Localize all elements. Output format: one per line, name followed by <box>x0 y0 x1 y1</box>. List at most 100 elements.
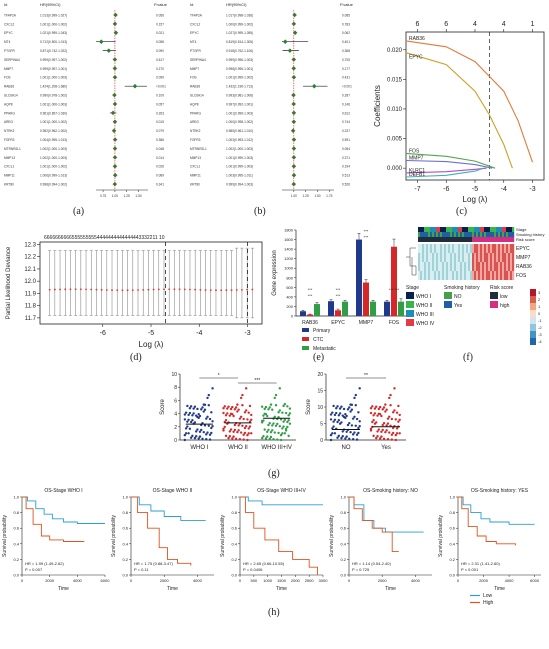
heatmap-cell <box>486 271 489 280</box>
heatmap-cell <box>444 262 447 271</box>
cv-mean-point <box>178 288 181 291</box>
heatmap-cell <box>426 244 429 253</box>
data-point <box>183 418 187 421</box>
survival-curves: OS-Stage WHO I 0.0 0.2 0.4 0.6 0.8 1.0 0 2000 400… <box>2 488 541 606</box>
data-point <box>248 420 252 423</box>
stage-track-cell <box>424 227 427 232</box>
cv-mean-point <box>168 288 171 291</box>
x-tick-label: 1500 <box>277 578 287 583</box>
x-tick-label: 0 <box>348 578 351 583</box>
heatmap-cell <box>466 262 469 271</box>
data-point <box>232 414 235 418</box>
data-point <box>207 393 210 397</box>
stage-track-cell <box>472 227 475 232</box>
stage-track-cell <box>426 227 429 232</box>
x-tick-label: 4000 <box>73 578 83 583</box>
data-point <box>355 438 359 441</box>
low-risk-curve <box>22 496 105 524</box>
data-point <box>284 411 288 415</box>
heatmap-cell <box>418 262 421 271</box>
heatmap-cell <box>422 253 425 262</box>
panel-label-h: (h) <box>268 607 280 618</box>
heatmap-cell <box>428 262 431 271</box>
coef-path <box>405 52 513 169</box>
heatmap-cell <box>426 271 429 280</box>
data-point <box>385 424 388 427</box>
stage-track-cell <box>430 227 433 232</box>
cv-mean-point <box>251 288 254 291</box>
x-tick-label: 2000 <box>45 578 55 583</box>
pvalue-text: 0.146 <box>342 102 350 106</box>
data-point <box>386 422 390 425</box>
gene-label: MMP13 <box>190 156 201 160</box>
risk-track-cell <box>472 237 475 242</box>
heatmap-cell <box>508 262 511 271</box>
hr-text: 1.002(1.000-1.003) <box>40 147 67 151</box>
legend-label: High <box>483 600 494 606</box>
x-tick-label: 2000 <box>291 578 301 583</box>
gene-label: KRT80 <box>190 183 200 187</box>
smoking-track-cell <box>482 232 485 237</box>
data-point <box>228 435 232 438</box>
pvalue-text: 0.062 <box>342 31 350 35</box>
legend-label: low <box>500 294 508 300</box>
cv-mean-point <box>69 288 72 291</box>
hr-text: 0.993(0.981-1.006) <box>226 94 253 98</box>
heatmap-cell <box>482 244 485 253</box>
data-point <box>341 435 344 438</box>
y-tick-label: 1.0 <box>340 495 346 500</box>
data-point <box>244 424 248 428</box>
cv-mean-point <box>173 288 176 291</box>
hr-text: 1.017(0.998-1.036) <box>226 13 253 17</box>
data-point <box>284 427 288 430</box>
heatmap-cell <box>494 271 497 280</box>
x-axis-label: Time <box>58 586 69 592</box>
y-axis-label: Partial Likelihood Deviance <box>6 246 12 319</box>
data-point <box>273 431 276 434</box>
data-point <box>264 412 268 416</box>
y-tick-label: 1400 <box>284 247 294 252</box>
heatmap-cell <box>510 271 513 280</box>
header-pvalue: P.value <box>154 2 168 7</box>
significance-label: *** <box>364 228 369 233</box>
heatmap-cell <box>500 253 503 262</box>
data-point <box>205 433 208 436</box>
data-point <box>372 414 375 417</box>
heatmap-cell <box>442 271 445 280</box>
smoking-track-cell <box>442 232 445 237</box>
smoking-track-cell <box>502 232 505 237</box>
data-point <box>205 438 208 441</box>
heatmap-cell <box>448 271 451 280</box>
x-tick-label: -6 <box>443 186 449 193</box>
heatmap-cell <box>494 262 497 271</box>
smoking-track-cell <box>434 232 437 237</box>
data-point <box>337 434 341 438</box>
hr-text: 1.001(0.999-1.003) <box>226 156 253 160</box>
hazard-ratio: HR = 1.75 (0.88-3.47) <box>134 561 173 566</box>
data-point <box>222 406 225 410</box>
cv-mean-point <box>209 289 212 292</box>
significance-label: ** <box>364 373 368 379</box>
data-point <box>205 417 208 420</box>
header-hr: HR(95%CI) <box>226 2 247 7</box>
y-tick-label: 2 <box>174 425 177 431</box>
heatmap-cell <box>504 262 507 271</box>
data-point <box>272 422 275 425</box>
data-point <box>329 433 333 437</box>
coef-path <box>405 159 493 169</box>
x-tick-label: 2000 <box>378 578 388 583</box>
hr-text: 1.027(0.999-1.055) <box>226 31 253 35</box>
x-tick-label: 0 <box>239 578 242 583</box>
data-point <box>211 420 214 423</box>
header-hr: HR(95%CI) <box>40 2 61 7</box>
smoking-track-cell <box>500 232 503 237</box>
data-point <box>397 404 400 408</box>
row-label: RAB36 <box>516 264 532 270</box>
heatmap-cell <box>464 271 467 280</box>
x-tick-label: 2500 <box>305 578 315 583</box>
bar <box>314 304 320 316</box>
hr-text: 1.001(0.999-1.003) <box>226 111 253 115</box>
heatmap-cell <box>458 262 461 271</box>
high-risk-curve <box>22 496 85 542</box>
